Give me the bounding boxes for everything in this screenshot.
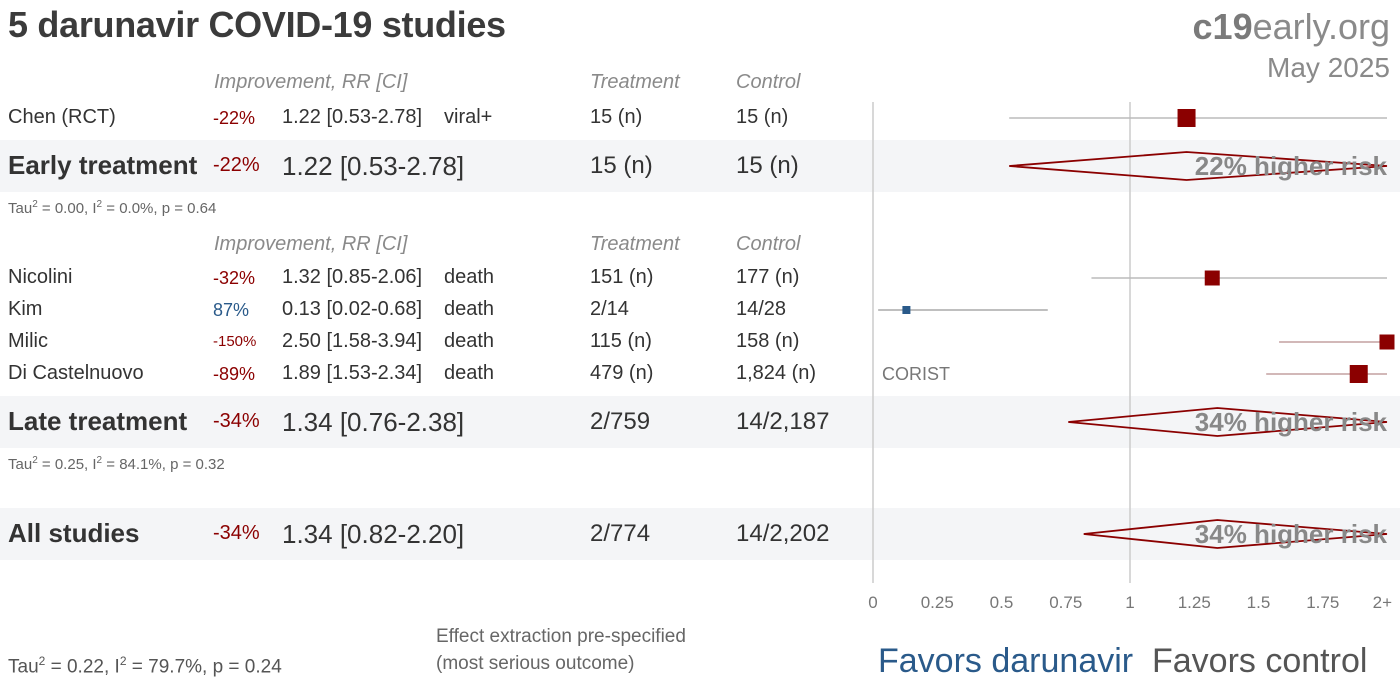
early-stats: Tau2 = 0.00, I2 = 0.0%, p = 0.64: [8, 199, 217, 217]
study-control: 14/28: [736, 298, 787, 320]
risk-label: 34% higher risk: [1195, 407, 1388, 437]
x-tick-label: 1: [1125, 593, 1134, 612]
study-outcome: death: [444, 330, 495, 352]
study-name: Kim: [8, 298, 43, 320]
page-title: 5 darunavir COVID-19 studies: [8, 4, 506, 45]
brand-bold: c19: [1192, 6, 1253, 47]
brand-logo: c19early.org: [1193, 6, 1390, 48]
study-marker: [902, 306, 911, 314]
study-name: Nicolini: [8, 266, 73, 288]
summary-rr: 1.34 [0.82-2.20]: [282, 519, 465, 549]
header-control: Control: [736, 71, 801, 93]
study-outcome: death: [444, 266, 495, 288]
study-marker: [1177, 109, 1196, 127]
study-control: 15 (n): [736, 106, 789, 128]
study-pct: 87%: [213, 300, 250, 320]
summary-control: 15 (n): [736, 152, 799, 179]
risk-label: 22% higher risk: [1195, 151, 1388, 181]
summary-treatment: 15 (n): [590, 152, 653, 179]
study-name: Milic: [8, 330, 48, 352]
summary-rr: 1.22 [0.53-2.78]: [282, 151, 465, 181]
favors-control-label: Favors control: [1152, 642, 1368, 680]
header-control-2: Control: [736, 233, 801, 255]
study-marker: [1349, 365, 1368, 383]
study-treatment: 2/14: [590, 298, 629, 320]
study-rr: 0.13 [0.02-0.68]: [282, 298, 423, 320]
risk-label: 34% higher risk: [1195, 519, 1388, 549]
study-pct: -89%: [213, 364, 256, 384]
x-tick-label: 0: [868, 593, 877, 612]
header-treatment: Treatment: [590, 71, 680, 93]
study-pct: -150%: [213, 333, 257, 350]
all-stats: Tau2 = 0.22, I2 = 79.7%, p = 0.24: [8, 654, 282, 678]
summary-rr: 1.34 [0.76-2.38]: [282, 407, 465, 437]
late-summary-band: [0, 396, 1400, 448]
summary-control: 14/2,202: [736, 520, 830, 547]
study-treatment: 15 (n): [590, 106, 643, 128]
study-outcome: viral+: [444, 106, 493, 128]
x-tick-label: 0.25: [921, 593, 954, 612]
header-improvement-2: Improvement, RR [CI]: [214, 233, 408, 255]
study-treatment: 479 (n): [590, 362, 654, 384]
brand-rest: early.org: [1252, 6, 1390, 47]
study-tag: CORIST: [882, 364, 951, 384]
study-control: 1,824 (n): [736, 362, 817, 384]
note-line-2: (most serious outcome): [436, 653, 635, 674]
note-line-1: Effect extraction pre-specified: [436, 626, 686, 647]
study-rr: 1.89 [1.53-2.34]: [282, 362, 423, 384]
header-improvement: Improvement, RR [CI]: [214, 71, 408, 93]
x-tick-label: 2+: [1373, 593, 1392, 612]
late-stats: Tau2 = 0.25, I2 = 84.1%, p = 0.32: [8, 455, 225, 473]
study-marker: [1379, 334, 1395, 350]
study-rr: 1.22 [0.53-2.78]: [282, 106, 423, 128]
study-pct: -32%: [213, 268, 256, 288]
study-outcome: death: [444, 362, 495, 384]
all-summary-band: [0, 508, 1400, 560]
study-control: 177 (n): [736, 266, 800, 288]
study-treatment: 151 (n): [590, 266, 654, 288]
study-control: 158 (n): [736, 330, 800, 352]
study-rr: 1.32 [0.85-2.06]: [282, 266, 423, 288]
x-tick-label: 1.25: [1178, 593, 1211, 612]
summary-name: Early treatment: [8, 150, 198, 180]
summary-control: 14/2,187: [736, 408, 830, 435]
summary-diamond: [1083, 519, 1388, 549]
summary-treatment: 2/759: [590, 408, 651, 435]
x-tick-label: 1.75: [1306, 593, 1339, 612]
study-name: Di Castelnuovo: [8, 362, 144, 384]
summary-name: All studies: [8, 518, 140, 548]
early-summary-band: [0, 140, 1400, 192]
summary-name: Late treatment: [8, 406, 188, 436]
summary-pct: -34%: [213, 410, 260, 432]
favors-treatment-label: Favors darunavir: [878, 642, 1134, 680]
study-marker: [1204, 270, 1220, 286]
study-outcome: death: [444, 298, 495, 320]
summary-diamond: [1009, 151, 1388, 181]
summary-pct: -22%: [213, 154, 260, 176]
date-label: May 2025: [1267, 52, 1390, 83]
study-treatment: 115 (n): [590, 330, 652, 352]
x-tick-label: 1.5: [1247, 593, 1271, 612]
summary-treatment: 2/774: [590, 520, 651, 547]
summary-pct: -34%: [213, 522, 260, 544]
study-name: Chen (RCT): [8, 106, 116, 128]
summary-diamond: [1068, 407, 1388, 437]
study-pct: -22%: [213, 108, 256, 128]
header-treatment-2: Treatment: [590, 233, 680, 255]
x-tick-label: 0.5: [990, 593, 1014, 612]
x-tick-label: 0.75: [1049, 593, 1082, 612]
study-rr: 2.50 [1.58-3.94]: [282, 330, 423, 352]
